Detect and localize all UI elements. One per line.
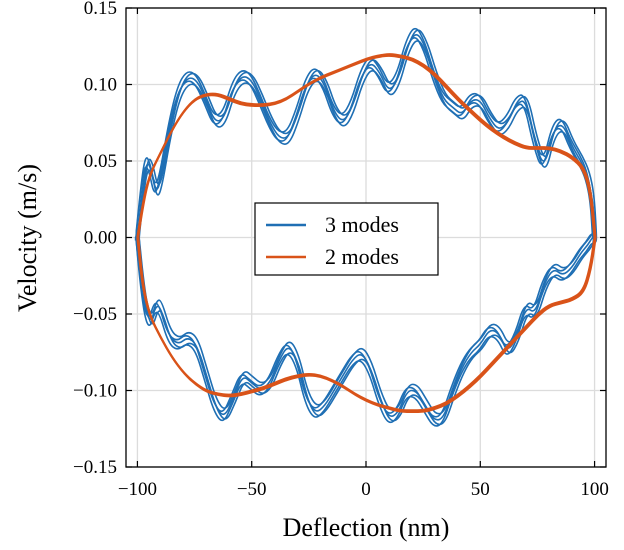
legend: 3 modes 2 modes bbox=[254, 202, 439, 276]
y-tick-label: −0.10 bbox=[73, 381, 117, 402]
y-tick-label: −0.05 bbox=[73, 304, 117, 325]
series-line bbox=[134, 37, 594, 418]
x-tick-label: −100 bbox=[118, 479, 157, 500]
y-tick-label: −0.15 bbox=[73, 457, 117, 478]
x-tick-label: 50 bbox=[471, 479, 490, 500]
x-tick-label: 100 bbox=[580, 479, 609, 500]
x-tick-label: −50 bbox=[237, 479, 267, 500]
y-tick-label: 0.10 bbox=[84, 75, 117, 96]
y-tick-label: 0.05 bbox=[84, 151, 117, 172]
series-lines bbox=[134, 27, 598, 427]
axis-ticks: −100 −50 0 50 100 −0.15 −0.10 −0.05 0.00 0.05 0.10… bbox=[73, 0, 609, 500]
y-axis-label: Velocity (m/s) bbox=[13, 164, 42, 312]
series-2-modes bbox=[136, 53, 597, 414]
x-tick-label: 0 bbox=[361, 479, 371, 500]
y-tick-label: 0.15 bbox=[84, 0, 117, 19]
legend-label-2-modes: 2 modes bbox=[325, 244, 399, 269]
series-line bbox=[137, 53, 597, 414]
x-axis-label: Deflection (nm) bbox=[283, 513, 450, 542]
legend-box bbox=[254, 202, 439, 276]
y-tick-label: 0.00 bbox=[84, 228, 117, 249]
legend-label-3-modes: 3 modes bbox=[325, 212, 399, 237]
